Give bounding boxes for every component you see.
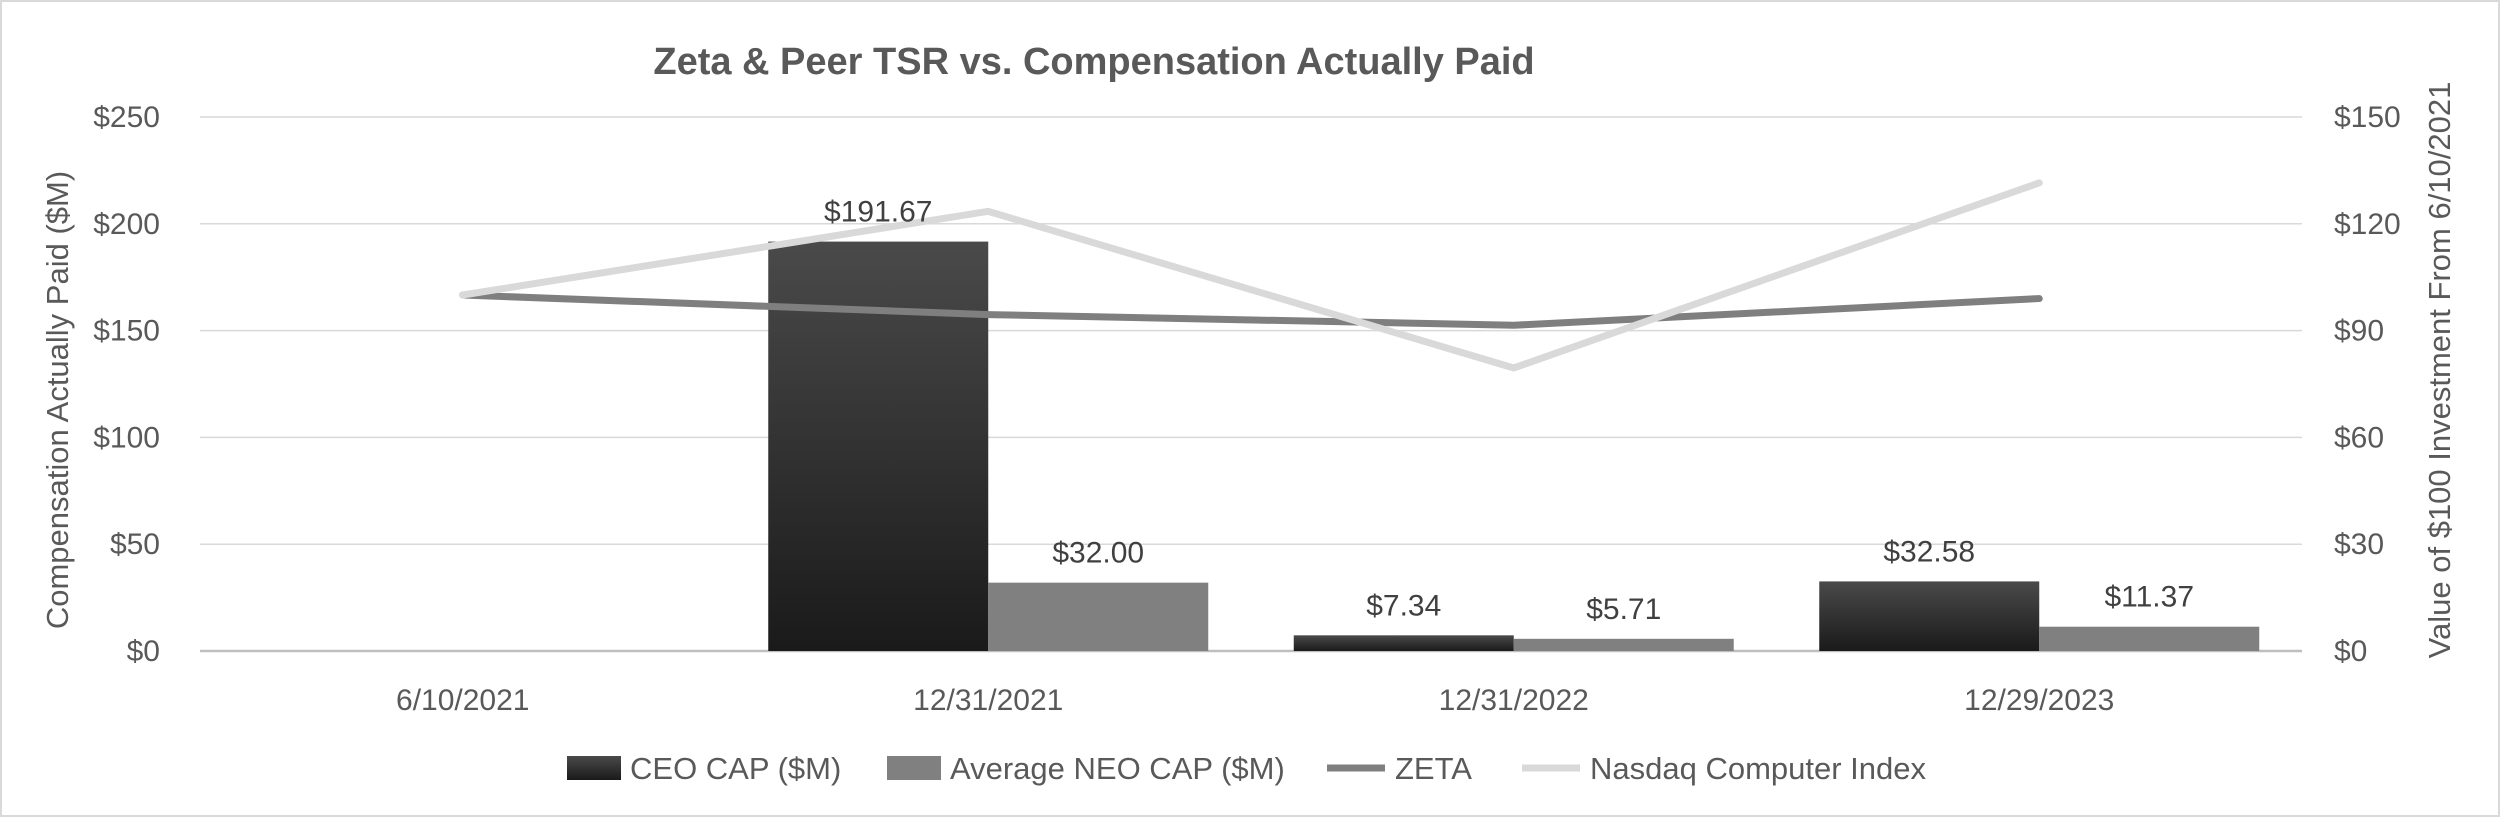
y-right-tick-label: $30	[2334, 528, 2384, 561]
ceo-cap-data-label: $191.67	[824, 196, 932, 229]
legend-zeta: ZETA	[1327, 751, 1472, 786]
series-lines	[459, 179, 2043, 372]
y-left-tick-label: $50	[110, 528, 160, 561]
legend-swatch	[567, 756, 621, 780]
neo-cap-bar	[2039, 626, 2260, 651]
zeta-line	[459, 291, 2043, 329]
y-right-tick-label: $0	[2334, 635, 2367, 668]
y-left-tick-label: $250	[93, 101, 160, 134]
y-right-axis-title: Value of $100 Investment From 6/10/2021	[2422, 82, 2457, 659]
y-right-tick-label: $90	[2334, 315, 2384, 348]
ceo-cap-bar	[1293, 635, 1514, 651]
gridlines	[200, 116, 2302, 653]
legend-label: Nasdaq Computer Index	[1590, 751, 1927, 786]
x-tick-label: 12/31/2021	[913, 684, 1063, 717]
x-tick-label: 12/29/2023	[1964, 684, 2114, 717]
y-left-tick-label: $150	[93, 315, 160, 348]
y-right-tick-label: $120	[2334, 208, 2401, 241]
y-left-tick-label: $0	[127, 635, 160, 668]
neo-cap-data-label: $11.37	[2104, 581, 2194, 614]
legend-neo-cap: Average NEO CAP ($M)	[887, 751, 1285, 786]
chart-title: Zeta & Peer TSR vs. Compensation Actuall…	[653, 41, 1534, 83]
legend-label: CEO CAP ($M)	[630, 751, 841, 786]
legend-nasdaq: Nasdaq Computer Index	[1522, 751, 1927, 786]
legend-ceo-cap: CEO CAP ($M)	[567, 751, 841, 786]
y-left-tick-label: $200	[93, 208, 160, 241]
bars	[768, 241, 2260, 651]
y-right-tick-label: $60	[2334, 421, 2384, 454]
neo-cap-bar	[988, 582, 1209, 651]
ceo-cap-data-label: $32.58	[1883, 535, 1975, 568]
legend-label: ZETA	[1395, 751, 1472, 786]
ceo-cap-bar	[768, 241, 989, 651]
legend-swatch	[887, 756, 941, 780]
axes: $0 $0 $50 $30 $100 $60 $150 $90 $200 $120 $250 $150…	[93, 101, 2401, 717]
neo-cap-data-label: $32.00	[1052, 537, 1144, 570]
ceo-cap-data-label: $7.34	[1366, 589, 1441, 622]
nasdaq-line	[459, 179, 2043, 372]
legend-label: Average NEO CAP ($M)	[950, 751, 1285, 786]
ceo-cap-bar	[1819, 581, 2040, 651]
y-left-axis-title: Compensation Actually Paid ($M)	[40, 171, 75, 629]
x-tick-label: 12/31/2022	[1439, 684, 1589, 717]
neo-cap-bar	[1513, 638, 1734, 651]
data-labels: $191.67 $7.34 $32.58 $32.00 $5.71 $11.37	[824, 196, 2194, 626]
x-tick-label: 6/10/2021	[396, 684, 529, 717]
legend: CEO CAP ($M) Average NEO CAP ($M) ZETA Nasd…	[567, 751, 1927, 786]
y-left-tick-label: $100	[93, 421, 160, 454]
y-right-tick-label: $150	[2334, 101, 2401, 134]
neo-cap-data-label: $5.71	[1586, 593, 1661, 626]
